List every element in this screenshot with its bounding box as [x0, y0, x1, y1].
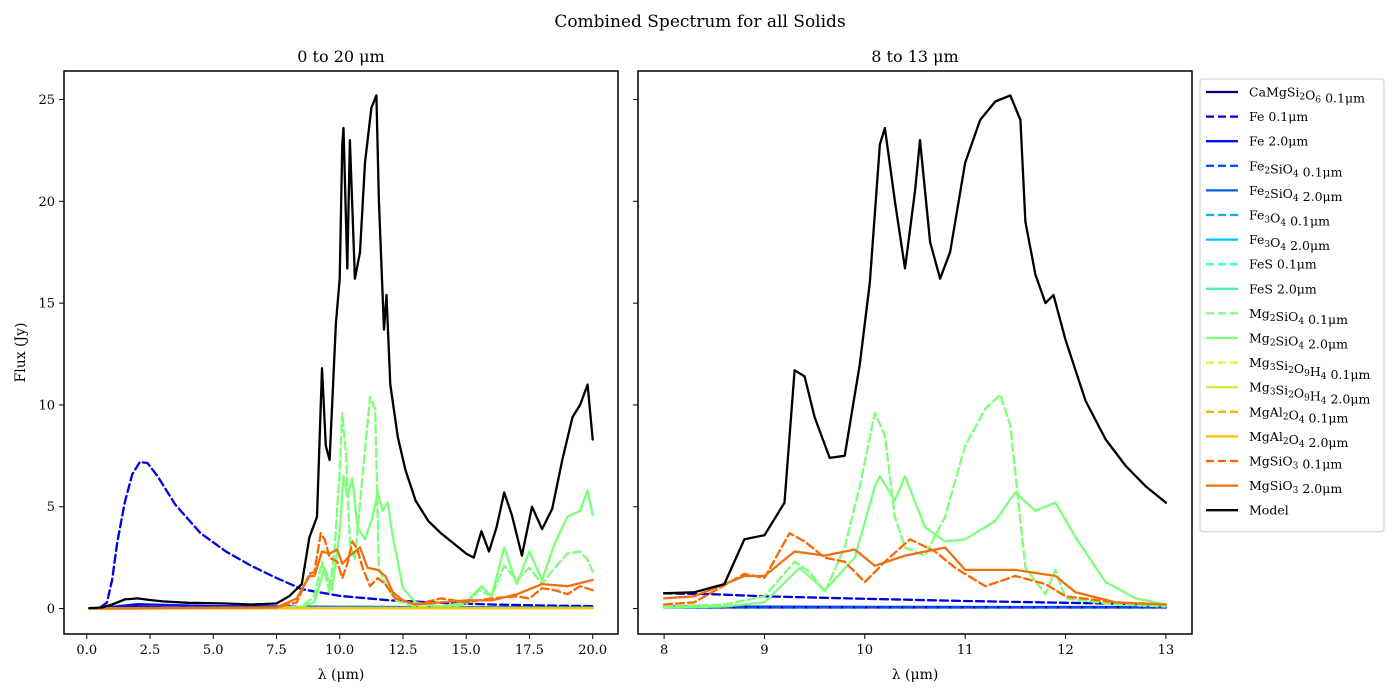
- legend-label-fe3o4-2-0-m: Fe3O4 2.0μm: [1249, 232, 1330, 253]
- x-tick-label: 10.0: [325, 643, 354, 658]
- series-group: [88, 94, 594, 610]
- series-line-mg2sio4-0-1-m: [662, 393, 1168, 608]
- legend-label-mgsio3-2-0-m: MgSiO3 2.0μm: [1249, 478, 1342, 496]
- legend-label-fe-2-0-m: Fe 2.0μm: [1249, 134, 1308, 149]
- legend-label-mgal2o4-2-0-m: MgAl2O4 2.0μm: [1249, 429, 1349, 450]
- legend-label-mg2sio4-0-1-m: Mg2SiO4 0.1μm: [1249, 306, 1348, 327]
- legend-label-mgal2o4-0-1-m: MgAl2O4 0.1μm: [1249, 404, 1349, 425]
- panel-left: 0 to 20 μm 0.0 2.5 5.0 7.5 10.0 12.5 15.0 17.5 20…: [13, 47, 619, 683]
- legend-label-mg2sio4-2-0-m: Mg2SiO4 2.0μm: [1249, 331, 1348, 352]
- y-tick-label: 0: [47, 602, 55, 617]
- legend-label-model: Model: [1249, 503, 1289, 518]
- x-tick-label: 12.5: [389, 643, 418, 658]
- x-tick-label: 13: [1158, 643, 1175, 658]
- figure-title: Combined Spectrum for all Solids: [554, 12, 845, 32]
- series-line-mgsio3-0-1-m: [662, 532, 1168, 606]
- x-tick-label: 12: [1057, 643, 1074, 658]
- legend-label-fe3o4-0-1-m: Fe3O4 0.1μm: [1249, 208, 1330, 229]
- series-line-mgsio3-0-1-m: [88, 532, 594, 610]
- series-group: [662, 94, 1168, 609]
- subplot-title-left: 0 to 20 μm: [297, 47, 384, 66]
- x-tick-label: 9: [760, 643, 768, 658]
- subplot-title-right: 8 to 13 μm: [871, 47, 958, 66]
- series-line-mgsio3-2-0-m: [662, 546, 1168, 606]
- y-tick-label: 5: [47, 500, 55, 515]
- series-line-model: [662, 94, 1168, 595]
- legend: CaMgSi2O6 0.1μm Fe 0.1μm Fe 2.0μm Fe2SiO4 0…: [1199, 78, 1385, 533]
- legend-label-fe2sio4-2-0-m: Fe2SiO4 2.0μm: [1249, 183, 1343, 204]
- legend-label-fe2sio4-0-1-m: Fe2SiO4 0.1μm: [1249, 158, 1343, 179]
- series-line-mgsio3-2-0-m: [88, 546, 594, 610]
- axes-frame: [63, 70, 619, 635]
- legend-frame: [1199, 78, 1385, 533]
- series-line-mg2sio4-2-0-m: [88, 475, 594, 610]
- series-line-model: [88, 94, 594, 610]
- x-tick-label: 5.0: [203, 643, 224, 658]
- y-tick-label: 15: [38, 297, 55, 312]
- y-tick-label: 25: [38, 93, 55, 108]
- y-tick-label: 10: [38, 398, 55, 413]
- legend-label-mg3si2o9h4-2-0-m: Mg3Si2O9H4 2.0μm: [1249, 380, 1370, 407]
- x-tick-label: 7.5: [266, 643, 287, 658]
- x-axis-label-right: λ (μm): [892, 667, 939, 683]
- panel-right: 8 to 13 μm 8 9 10 11 12 13 λ (μm): [633, 47, 1193, 683]
- series-line-fe-0-1-m: [662, 592, 1168, 606]
- x-tick-label: 15.0: [452, 643, 481, 658]
- x-tick-label: 2.5: [140, 643, 161, 658]
- legend-label-mgsio3-0-1-m: MgSiO3 0.1μm: [1249, 454, 1342, 472]
- legend-label-fes-0-1-m: FeS 0.1μm: [1249, 257, 1317, 272]
- x-tick-label: 20.0: [578, 643, 607, 658]
- series-line-mg2sio4-2-0-m: [662, 475, 1168, 609]
- x-tick-label: 11: [957, 643, 974, 658]
- y-tick-label: 20: [38, 195, 55, 210]
- y-axis-label: Flux (Jy): [13, 323, 29, 383]
- x-axis-label-left: λ (μm): [318, 667, 365, 683]
- legend-label-camgsi2o6-0-1-m: CaMgSi2O6 0.1μm: [1249, 85, 1365, 106]
- legend-label-mg3si2o9h4-0-1-m: Mg3Si2O9H4 0.1μm: [1249, 355, 1370, 382]
- x-tick-label: 17.5: [515, 643, 544, 658]
- legend-label-fes-2-0-m: FeS 2.0μm: [1249, 281, 1317, 296]
- x-tick-label: 8: [660, 643, 668, 658]
- x-tick-label: 0.0: [76, 643, 97, 658]
- legend-label-fe-0-1-m: Fe 0.1μm: [1249, 109, 1308, 124]
- axes-frame: [637, 70, 1193, 635]
- x-tick-label: 10: [857, 643, 874, 658]
